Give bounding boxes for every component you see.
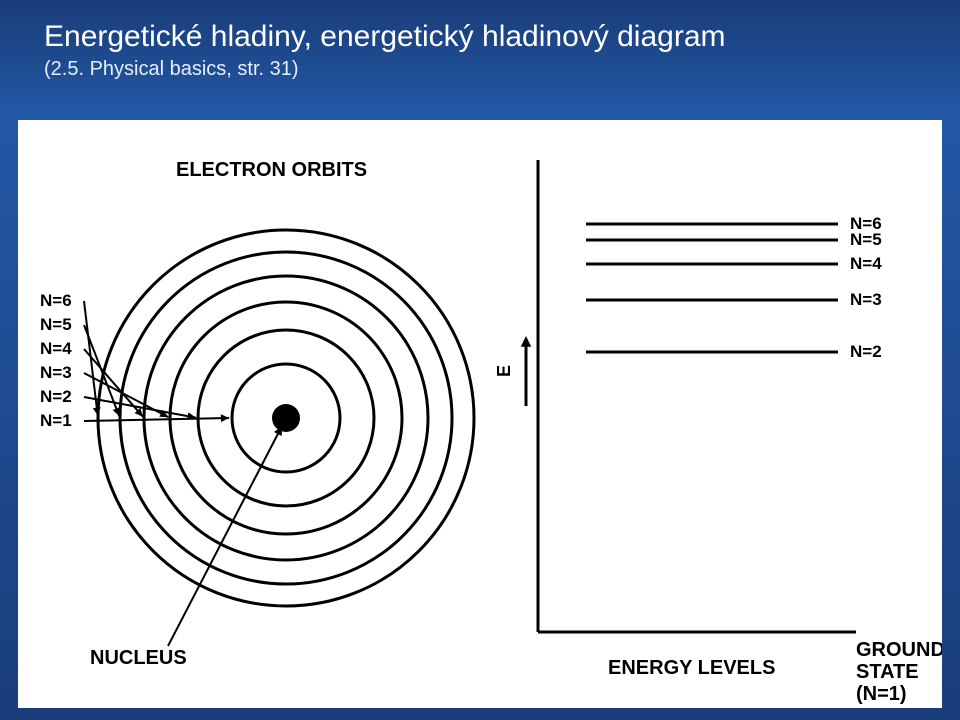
orbit-label-n6: N=6 — [40, 291, 72, 310]
nucleus-pointer — [168, 426, 282, 646]
title-area: Energetické hladiny, energetický hladino… — [44, 18, 916, 81]
figure-panel: ELECTRON ORBITS N=1 N=2 N=3 N=4 N=5 N=6 NUCLEUS… — [18, 120, 942, 708]
electron-orbits-title: ELECTRON ORBITS — [176, 159, 367, 181]
energy-level-diagram: N=2N=3N=4N=5N=6EENERGY LEVELSGROUNDSTATE… — [494, 160, 942, 705]
orbit-label-n4: N=4 — [40, 339, 72, 358]
diagram-svg: ELECTRON ORBITS N=1 N=2 N=3 N=4 N=5 N=6 NUCLEUS… — [18, 120, 942, 708]
electron-orbits: ELECTRON ORBITS N=1 N=2 N=3 N=4 N=5 N=6 NUCLEUS — [40, 159, 474, 669]
orbit-label-n3: N=3 — [40, 363, 72, 382]
nucleus-label: NUCLEUS — [90, 647, 187, 669]
energy-axis-label: E — [494, 365, 514, 377]
slide-root: Energetické hladiny, energetický hladino… — [0, 0, 960, 720]
orbit-label-n5: N=5 — [40, 315, 72, 334]
energy-level-label-n3: N=3 — [850, 290, 882, 309]
energy-level-label-n4: N=4 — [850, 254, 882, 273]
ground-state-label-0: GROUND — [856, 639, 942, 661]
energy-level-label-n2: N=2 — [850, 342, 882, 361]
ground-state-label-1: STATE — [856, 661, 919, 683]
orbit-label-n1: N=1 — [40, 411, 72, 430]
energy-level-label-n6: N=6 — [850, 214, 882, 233]
slide-title: Energetické hladiny, energetický hladino… — [44, 18, 916, 56]
energy-levels-title: ENERGY LEVELS — [608, 657, 775, 679]
orbit-pointer-n1 — [84, 418, 229, 421]
nucleus — [272, 404, 300, 432]
slide-subtitle: (2.5. Physical basics, str. 31) — [44, 58, 916, 81]
orbit-label-n2: N=2 — [40, 387, 72, 406]
ground-state-label-2: (N=1) — [856, 683, 907, 705]
